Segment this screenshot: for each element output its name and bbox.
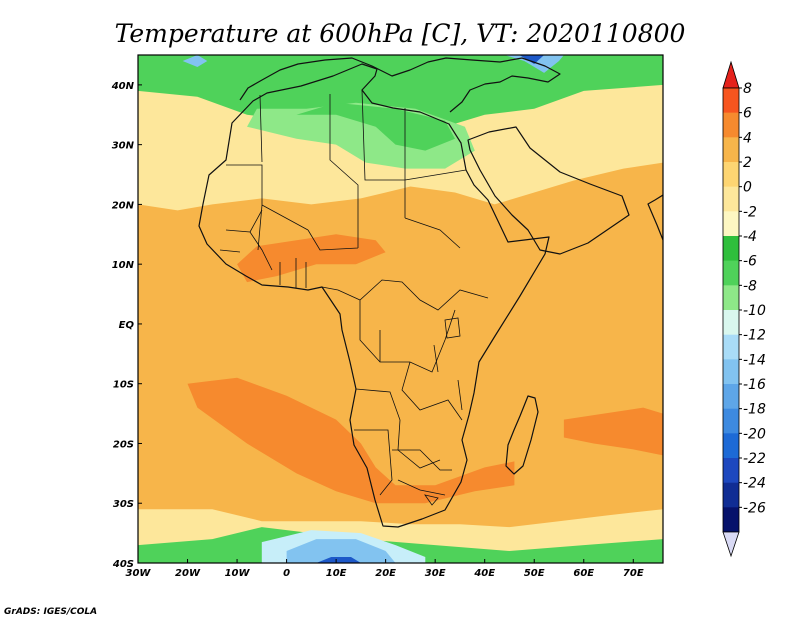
colorbar-level-label: -6 <box>743 254 757 270</box>
colorbar-swatch <box>723 507 739 533</box>
temperature-band-14 <box>519 55 545 64</box>
map-title: Temperature at 600hPa [C], VT: 202011080… <box>115 19 686 48</box>
y-tick-label: 30N <box>112 141 135 152</box>
y-tick-label: 10S <box>113 380 134 391</box>
colorbar-level-label: 2 <box>743 155 752 171</box>
colorbar-swatch <box>723 260 739 286</box>
colorbar-swatch <box>723 334 739 360</box>
colorbar-swatch <box>723 310 739 335</box>
europe-coastline <box>239 57 561 113</box>
colorbar-swatch <box>723 458 739 483</box>
map-plot-area <box>137 54 664 564</box>
x-tick-label: 40E <box>473 568 495 579</box>
colorbar-level-label: -2 <box>743 204 757 220</box>
colorbar-swatch <box>723 384 739 409</box>
colorbar-swatch <box>723 112 739 138</box>
x-tick-label: 70E <box>623 568 644 579</box>
x-tick-label: 20W <box>175 568 201 579</box>
y-tick-label: 10N <box>112 260 135 271</box>
y-tick-label: EQ <box>119 320 135 331</box>
colorbar-swatch <box>723 88 739 113</box>
colorbar-level-label: -10 <box>743 303 766 319</box>
colorbar-swatch <box>723 211 739 237</box>
colorbar-level-label: -12 <box>743 328 766 344</box>
x-tick-label: 10E <box>326 568 347 579</box>
x-tick-label: 0 <box>283 568 290 579</box>
africa-coastline <box>198 63 550 528</box>
colorbar-level-label: -26 <box>743 500 766 516</box>
latitude-axis: 40N 30N 20N 10N EQ 10S 20S 30S 40S <box>111 81 142 570</box>
colorbar-level-label: 6 <box>743 106 752 122</box>
temperature-band-7 <box>563 407 663 456</box>
colorbar-level-label: 8 <box>743 81 752 97</box>
temperature-band-15 <box>182 55 208 67</box>
temperature-band-11 <box>286 539 396 563</box>
colorbar-bottom-arrow <box>722 531 740 558</box>
y-tick-label: 40N <box>111 81 135 92</box>
colorbar-swatch <box>723 162 739 187</box>
colorbar-level-label: -14 <box>743 352 766 368</box>
central-africa-borders <box>321 279 489 469</box>
west-africa-borders <box>219 209 307 288</box>
x-tick-label: 10W <box>225 568 251 579</box>
colorbar-level-label: 0 <box>743 180 752 196</box>
temperature-band-4 <box>296 102 455 151</box>
colorbar-swatch <box>723 236 739 261</box>
colorbar-swatch <box>723 482 739 508</box>
north-africa-borders <box>226 89 467 251</box>
colorbar-level-label: -16 <box>743 377 766 393</box>
colorbar-swatch <box>723 137 739 163</box>
x-tick-label: 30E <box>425 568 446 579</box>
colorbar-swatch <box>723 433 739 459</box>
colorbar-level-label: -8 <box>743 278 757 294</box>
colorbar-level-label: -4 <box>743 229 757 245</box>
temperature-band-12 <box>316 557 361 563</box>
colorbar-level-label: -24 <box>743 476 766 492</box>
colorbar-swatch <box>723 186 739 212</box>
colorbar-level-label: 4 <box>743 130 752 146</box>
y-tick-label: 20N <box>112 200 135 211</box>
colorbar-swatch <box>723 408 739 434</box>
x-tick-label: 30W <box>126 568 152 579</box>
colorbar-swatch <box>723 285 739 311</box>
x-tick-label: 20E <box>375 568 396 579</box>
grads-credit: GrADS: IGES/COLA <box>4 607 97 617</box>
southern-africa-borders <box>354 429 452 506</box>
colorbar-level-label: -20 <box>743 426 766 442</box>
colorbar-level-label: -22 <box>743 451 766 467</box>
longitude-axis: 30W 20W 10W 0 10E 20E 30E 40E 50E 60E 70E <box>126 559 644 579</box>
plot-frame <box>137 54 664 564</box>
colorbar: 8 6 4 2 0 -2 -4 -6 -8 -10 -12 -14 -16 -18 -20 -22 -24 -26 <box>722 60 766 558</box>
colorbar-swatch <box>723 359 739 385</box>
colorbar-top-arrow <box>722 60 740 89</box>
y-tick-label: 40S <box>112 559 134 570</box>
arabia-coastline <box>467 126 630 255</box>
temperature-band-6 <box>187 377 515 504</box>
x-tick-label: 50E <box>524 568 545 579</box>
y-tick-label: 30S <box>113 499 134 510</box>
madagascar-coastline <box>505 395 539 475</box>
india-coastline <box>647 194 663 241</box>
great-lakes-outline <box>433 317 463 411</box>
temperature-band-5 <box>237 234 386 283</box>
coastline-layer <box>198 57 663 528</box>
colorbar-level-label: -18 <box>743 402 766 418</box>
y-tick-label: 20S <box>113 439 134 450</box>
x-tick-label: 60E <box>573 568 594 579</box>
